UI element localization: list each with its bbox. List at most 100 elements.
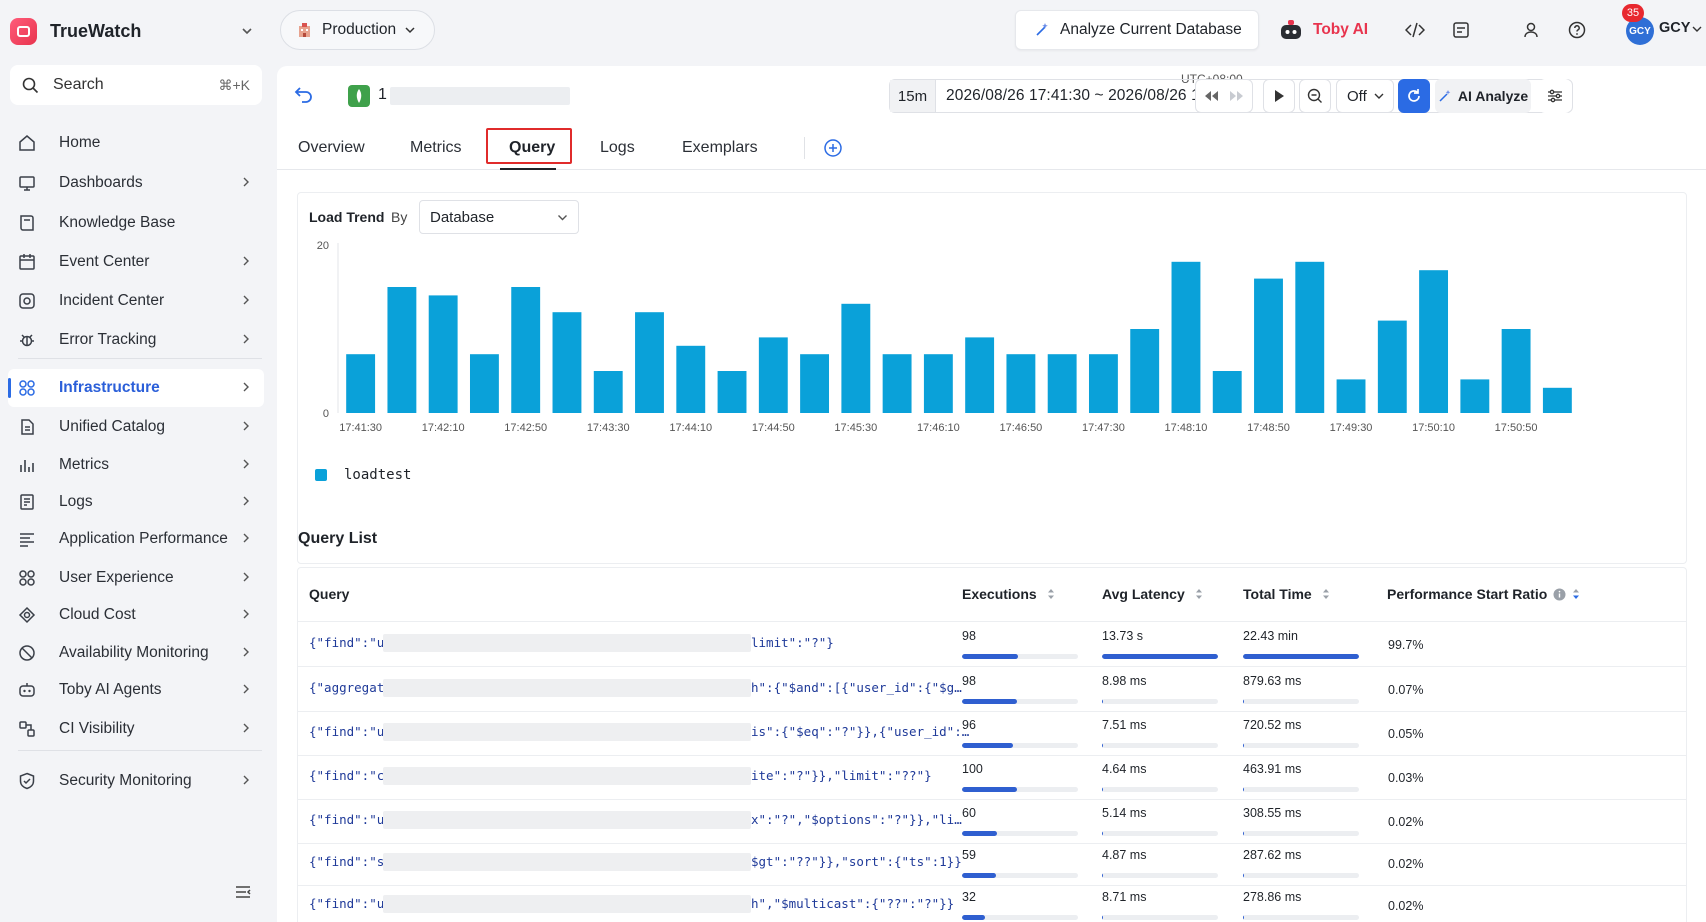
- help-icon[interactable]: [1565, 18, 1589, 42]
- total-time-value: 879.63 ms: [1243, 674, 1302, 688]
- group-by-select[interactable]: Database: [419, 200, 579, 234]
- code-icon[interactable]: [1403, 18, 1427, 42]
- table-row[interactable]: {"aggregat h":{"$and":[{"user_id":{"$g… 98…: [298, 667, 1686, 712]
- refresh-button[interactable]: [1398, 79, 1430, 113]
- executions-bar: [962, 654, 1078, 659]
- chevron-down-icon: [405, 27, 415, 34]
- x-tick-label: 17:41:30: [339, 422, 382, 434]
- tab-query[interactable]: Query: [509, 139, 556, 156]
- column-performance-start-ratio[interactable]: Performance Start Ratio: [1387, 586, 1580, 602]
- sidebar-item-infrastructure[interactable]: Infrastructure: [8, 369, 264, 407]
- sidebar-item-label: Availability Monitoring: [59, 644, 209, 661]
- sort-icon[interactable]: [1195, 588, 1203, 600]
- avg-latency-bar-fill: [1102, 699, 1104, 704]
- info-icon[interactable]: [1553, 588, 1566, 601]
- chart-bar: [882, 354, 912, 413]
- table-row[interactable]: {"find":"s $gt":"??"}},"sort":{"ts":1}} 59…: [298, 841, 1686, 886]
- sidebar-item-incident-center[interactable]: Incident Center: [8, 282, 264, 320]
- table-row[interactable]: {"find":"u limit":"?"} 98 13.73 s 22.43 min 9…: [298, 622, 1686, 667]
- sidebar-item-cloud-cost[interactable]: Cloud Cost: [8, 596, 264, 634]
- collapse-sidebar-icon[interactable]: [234, 883, 252, 901]
- total-time-bar-fill: [1243, 873, 1245, 878]
- x-tick-label: 17:48:10: [1165, 422, 1208, 434]
- book-icon: [18, 214, 36, 232]
- sidebar-item-unified-catalog[interactable]: Unified Catalog: [8, 408, 264, 446]
- avg-latency-value: 4.64 ms: [1102, 762, 1147, 776]
- table-row[interactable]: {"find":"u x":"?","$options":"?"}},"li… 60…: [298, 799, 1686, 844]
- column-total-time[interactable]: Total Time: [1243, 586, 1330, 602]
- sidebar-item-availability-monitoring[interactable]: Availability Monitoring: [8, 634, 264, 672]
- task-list-icon[interactable]: [1449, 18, 1473, 42]
- sidebar-item-dashboards[interactable]: Dashboards: [8, 164, 264, 202]
- column-executions[interactable]: Executions: [962, 586, 1055, 602]
- search-input[interactable]: Search ⌘+K: [10, 65, 262, 105]
- chevron-right-icon: [243, 775, 249, 785]
- avg-latency-bar-fill: [1102, 831, 1104, 836]
- table-row[interactable]: {"find":"c ite":"?"}},"limit":"??"} 100 4.6…: [298, 755, 1686, 800]
- y-tick-label: 20: [317, 240, 329, 252]
- column-avg-latency[interactable]: Avg Latency: [1102, 586, 1203, 602]
- avg-latency-bar: [1102, 654, 1218, 659]
- sort-icon[interactable]: [1047, 588, 1055, 600]
- avg-latency-bar: [1102, 699, 1218, 704]
- table-row[interactable]: {"find":"u is":{"$eq":"?"}},{"user_id":… 9…: [298, 711, 1686, 756]
- toby-ai-button[interactable]: Toby AI: [1279, 16, 1368, 44]
- sidebar-item-security-monitoring[interactable]: Security Monitoring: [8, 762, 264, 800]
- shield-icon: [18, 772, 36, 790]
- sort-desc-icon[interactable]: [1572, 588, 1580, 600]
- sidebar-item-application-performance[interactable]: Application Performance: [8, 520, 264, 558]
- sidebar-item-user-experience[interactable]: User Experience: [8, 559, 264, 597]
- logs-icon: [18, 493, 36, 511]
- sidebar-item-event-center[interactable]: Event Center: [8, 243, 264, 281]
- chart-bar: [1336, 379, 1366, 413]
- environment-selector[interactable]: Production: [280, 10, 435, 50]
- sidebar-item-knowledge-base[interactable]: Knowledge Base: [8, 204, 264, 242]
- total-time-bar-fill: [1243, 831, 1245, 836]
- sidebar-item-ci-visibility[interactable]: CI Visibility: [8, 710, 264, 748]
- sidebar-item-logs[interactable]: Logs: [8, 483, 264, 521]
- sort-icon[interactable]: [1322, 588, 1330, 600]
- avg-latency-bar-fill: [1102, 654, 1218, 659]
- tab-metrics[interactable]: Metrics: [410, 139, 462, 156]
- chart-bar: [717, 371, 747, 413]
- chevron-down-icon[interactable]: [1692, 24, 1702, 34]
- user-name[interactable]: GCY: [1659, 20, 1691, 36]
- tab-logs[interactable]: Logs: [600, 139, 635, 156]
- play-button[interactable]: [1263, 79, 1295, 113]
- add-tab-icon[interactable]: [823, 138, 843, 158]
- query-text-end: h":{"$and":[{"user_id":{"$g…: [751, 680, 962, 695]
- user-add-icon[interactable]: [1520, 18, 1544, 42]
- executions-bar: [962, 873, 1078, 878]
- rewind-icon[interactable]: [1203, 90, 1219, 102]
- play-icon: [1275, 90, 1284, 102]
- chart-legend-item[interactable]: loadtest: [315, 467, 411, 483]
- truewatch-logo-icon: [10, 17, 37, 45]
- brand[interactable]: TrueWatch: [10, 16, 262, 46]
- sidebar-item-error-tracking[interactable]: Error Tracking: [8, 321, 264, 359]
- analyze-current-database-button[interactable]: Analyze Current Database: [1015, 10, 1259, 50]
- sidebar-item-home[interactable]: Home: [8, 124, 264, 162]
- legend-label: loadtest: [344, 467, 412, 483]
- settings-button[interactable]: [1539, 79, 1571, 113]
- sidebar-item-toby-ai-agents[interactable]: Toby AI Agents: [8, 671, 264, 709]
- ai-analyze-label: AI Analyze: [1457, 88, 1529, 104]
- auto-refresh-select[interactable]: Off: [1336, 79, 1394, 113]
- fast-forward-icon[interactable]: [1229, 90, 1245, 102]
- chevron-down-icon[interactable]: [240, 24, 254, 38]
- x-tick-label: 17:43:30: [587, 422, 630, 434]
- quick-range-button[interactable]: 15m: [890, 80, 936, 112]
- time-range-text[interactable]: 2026/08/26 17:41:30 ~ 2026/08/26 17:56:3…: [946, 87, 1253, 104]
- chart-bar: [676, 345, 706, 413]
- table-row[interactable]: {"find":"u h","$multicast":{"??":"?"}} 32 8…: [298, 883, 1686, 922]
- back-icon[interactable]: [294, 84, 314, 104]
- chart-bar: [593, 371, 623, 413]
- chart-bar: [1130, 329, 1160, 413]
- executions-bar-fill: [962, 873, 996, 878]
- query-text-start: {"find":"u: [309, 896, 385, 911]
- query-text-end: ite":"?"}},"limit":"??"}: [751, 768, 932, 783]
- ai-analyze-button[interactable]: AI Analyze: [1435, 79, 1531, 113]
- tab-exemplars[interactable]: Exemplars: [682, 139, 758, 156]
- tab-overview[interactable]: Overview: [298, 139, 365, 156]
- zoom-out-button[interactable]: [1299, 79, 1331, 113]
- sidebar-item-metrics[interactable]: Metrics: [8, 446, 264, 484]
